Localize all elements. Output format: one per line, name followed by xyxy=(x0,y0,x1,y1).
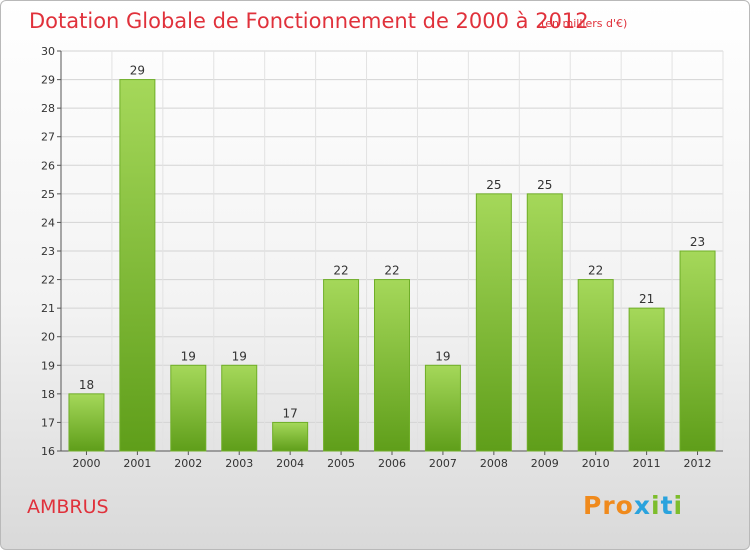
logo-letter: i xyxy=(673,491,684,520)
logo-letter: t xyxy=(660,491,674,520)
chart-title: Dotation Globale de Fonctionnement de 20… xyxy=(29,9,589,33)
x-tick-label: 2008 xyxy=(480,457,508,470)
proxiti-logo: Proxiti xyxy=(583,491,683,520)
logo-letter: x xyxy=(633,491,651,520)
x-tick-label: 2003 xyxy=(225,457,253,470)
commune-name: AMBRUS xyxy=(27,496,109,518)
bar-2007 xyxy=(424,364,461,452)
x-tick-label: 2000 xyxy=(72,457,100,470)
value-label: 19 xyxy=(181,349,196,363)
y-tick-label: 24 xyxy=(41,216,55,229)
value-label: 22 xyxy=(333,264,348,278)
y-tick-label: 23 xyxy=(41,245,55,258)
value-label: 17 xyxy=(283,406,298,420)
bar-2011 xyxy=(628,307,665,452)
bar-2006 xyxy=(374,279,410,452)
x-tick-label: 2011 xyxy=(633,457,661,470)
value-label: 19 xyxy=(435,349,450,363)
y-tick-label: 22 xyxy=(41,274,55,287)
y-tick-label: 16 xyxy=(41,445,55,458)
bar-2012 xyxy=(679,250,716,452)
y-tick-label: 25 xyxy=(41,188,55,201)
y-tick-label: 30 xyxy=(41,45,55,58)
bar-2000 xyxy=(68,393,105,452)
y-tick-label: 19 xyxy=(41,359,55,372)
x-tick-label: 2007 xyxy=(429,457,457,470)
y-tick-label: 28 xyxy=(41,102,55,115)
y-tick-label: 26 xyxy=(41,159,55,172)
y-tick-label: 27 xyxy=(41,131,55,144)
x-tick-label: 2004 xyxy=(276,457,304,470)
bar-2001 xyxy=(119,79,156,452)
x-tick-label: 2005 xyxy=(327,457,355,470)
y-tick-label: 21 xyxy=(41,302,55,315)
value-label: 25 xyxy=(537,178,552,192)
x-tick-label: 2006 xyxy=(378,457,406,470)
bars xyxy=(68,79,716,452)
x-tick-label: 2010 xyxy=(582,457,610,470)
x-tick-label: 2002 xyxy=(174,457,202,470)
x-tick-label: 2001 xyxy=(123,457,151,470)
x-tick-label: 2012 xyxy=(684,457,712,470)
bar-2005 xyxy=(323,279,360,452)
value-label: 21 xyxy=(639,292,654,306)
value-label: 22 xyxy=(384,264,399,278)
bar-2004 xyxy=(272,421,309,452)
logo-letter: r xyxy=(602,491,616,520)
y-tick-label: 20 xyxy=(41,331,55,344)
value-label: 18 xyxy=(79,378,94,392)
y-tick-label: 18 xyxy=(41,388,55,401)
x-tick-label: 2009 xyxy=(531,457,559,470)
value-label: 23 xyxy=(690,235,705,249)
bar-2009 xyxy=(526,193,563,452)
axes: 16 17 18 19 20 21 22 23 24 25 26 27 28 29 30 xyxy=(41,45,723,458)
value-label: 25 xyxy=(486,178,501,192)
y-tick-label: 17 xyxy=(41,416,55,429)
logo-letter: o xyxy=(615,491,634,520)
bar-2003 xyxy=(221,364,258,452)
bar-2002 xyxy=(170,364,207,452)
labels: 18 2000 29 2001 19 2002 19 2003 17 2004 22 2005 22 20… xyxy=(72,64,711,470)
value-label: 19 xyxy=(232,349,247,363)
bar-2010 xyxy=(577,279,614,452)
value-label: 29 xyxy=(130,64,145,78)
logo-letter: P xyxy=(583,491,603,520)
bar-2008 xyxy=(475,193,512,452)
y-tick-label: 29 xyxy=(41,74,55,87)
logo-letter: i xyxy=(651,491,661,520)
value-label: 22 xyxy=(588,264,603,278)
chart-subtitle: (en milliers d'€) xyxy=(541,17,628,30)
